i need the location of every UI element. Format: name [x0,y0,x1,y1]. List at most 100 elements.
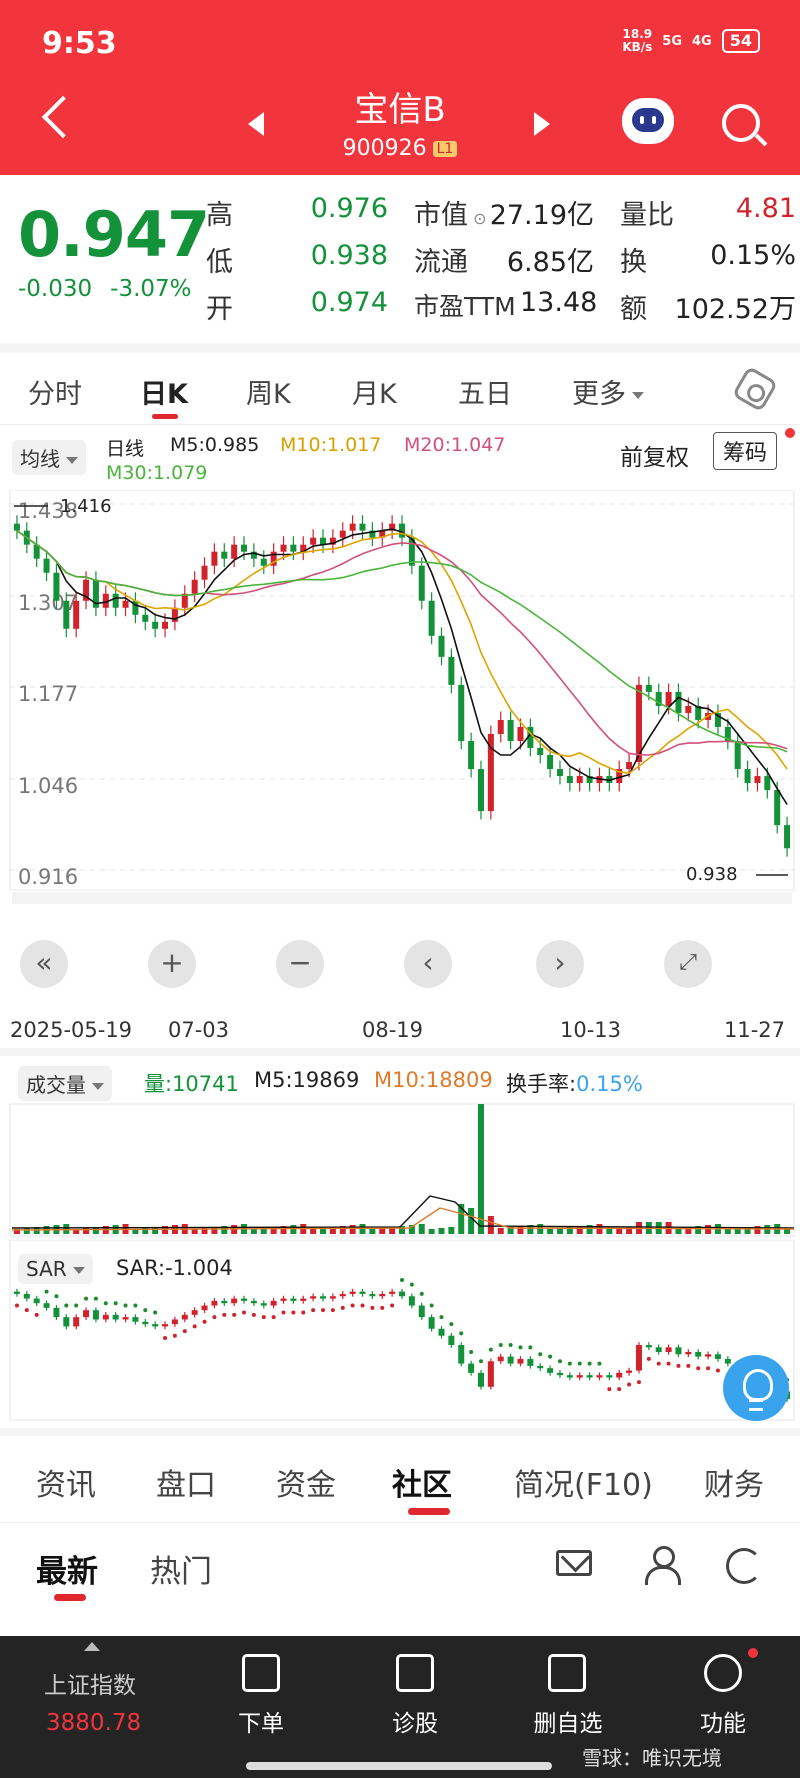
next-stock-icon[interactable] [534,112,550,136]
menu-icon[interactable] [704,1654,742,1692]
volume-bar [360,1224,366,1234]
nav-order[interactable]: 下单 [230,1704,292,1738]
sar-candle-body [675,1347,681,1354]
open-label: 开 [206,287,233,326]
volume-bar [369,1229,375,1234]
volume-bar [725,1229,731,1234]
volume-bar [310,1229,316,1234]
scroll-left-icon[interactable]: ‹ [404,940,452,988]
sar-dot [331,1308,335,1312]
sar-dot [252,1313,256,1317]
nav-diagnose[interactable]: 诊股 [380,1704,450,1738]
nav-remove-watchlist[interactable]: 删自选 [528,1704,608,1738]
sar-dot [706,1366,710,1370]
sar-dot [568,1362,572,1366]
index-label[interactable]: 上证指数 [44,1666,136,1700]
candle-body [764,776,770,790]
subtab-latest[interactable]: 最新 [36,1546,98,1591]
expand-up-icon[interactable] [84,1642,100,1651]
adjust-toggle[interactable]: 前复权 [620,438,689,472]
amount-value: 102.52万 [666,287,796,326]
chart-settings-icon[interactable] [732,366,778,412]
candle-body [53,573,59,601]
sar-candle-body [261,1303,267,1305]
lightbulb-icon[interactable] [723,1355,789,1421]
x-tick: 07-03 [168,1018,229,1042]
candle-body [14,524,20,531]
sar-dot [301,1311,305,1315]
battery-icon: 54 [722,29,760,53]
sar-dot [25,1308,29,1312]
tab-more[interactable]: 更多 [572,372,644,411]
sar-candle-body [281,1299,287,1301]
pe-value: 13.48 [520,287,594,318]
refresh-icon[interactable] [726,1548,762,1584]
tab-weekly-k[interactable]: 周K [246,372,291,411]
mail-icon[interactable] [556,1550,592,1576]
sar-dot [400,1278,404,1282]
sar-candle-body [656,1347,662,1352]
sar-chart[interactable] [0,1240,800,1426]
sar-candle-body [34,1299,40,1304]
volume-selector[interactable]: 成交量 [18,1066,112,1101]
sar-dot [133,1304,137,1308]
candle-body [666,692,672,706]
high-label: 高 [206,193,233,232]
subtab-hot[interactable]: 热门 [150,1546,212,1591]
candle-body [281,545,287,552]
scroll-right-icon[interactable]: › [536,940,584,988]
robot-assistant-icon[interactable] [622,98,674,144]
divider [0,424,800,425]
sar-candle-body [300,1299,306,1301]
sar-candle-body [567,1375,573,1377]
sar-candle-body [488,1361,494,1387]
diagnose-icon[interactable] [396,1654,434,1692]
tab-five-day[interactable]: 五日 [458,372,512,411]
sar-candle-body [685,1352,691,1354]
ma-selector[interactable]: 均线 [12,440,86,475]
home-indicator[interactable] [246,1762,552,1770]
turnover-label: 换 [620,240,647,279]
zoom-in-icon[interactable]: + [148,940,196,988]
sar-dot [637,1380,641,1384]
fullscreen-icon[interactable]: ⤢ [664,940,712,988]
tab-financials[interactable]: 财务 [704,1460,764,1504]
tab-intraday[interactable]: 分时 [28,372,82,411]
y-tick-label: 1.046 [18,774,78,798]
sar-candle-body [725,1359,731,1364]
candle-body [211,552,217,566]
volume-bar [24,1228,30,1234]
order-icon[interactable] [242,1654,280,1692]
chips-button[interactable]: 筹码 [713,432,777,470]
tab-news[interactable]: 资讯 [36,1460,96,1504]
volume-bar [251,1229,257,1234]
sar-candle-body [83,1310,89,1317]
volume-m10: M10:18809 [374,1068,493,1092]
user-icon[interactable] [644,1546,678,1584]
candle-body [745,769,751,783]
candle-body [557,769,563,776]
zoom-reset-icon[interactable]: « [20,940,68,988]
volume-bar [379,1228,385,1234]
remove-watchlist-icon[interactable] [548,1654,586,1692]
tab-orderbook[interactable]: 盘口 [156,1460,216,1504]
sar-dot [439,1315,443,1319]
tab-daily-k[interactable]: 日K [140,372,188,411]
notification-dot [785,428,795,438]
sar-dot [607,1387,611,1391]
tab-monthly-k[interactable]: 月K [352,372,397,411]
tab-community[interactable]: 社区 [392,1460,452,1504]
sar-dot [538,1352,542,1356]
sar-candle-body [448,1336,454,1345]
tab-funds[interactable]: 资金 [276,1460,336,1504]
zoom-out-icon[interactable]: − [276,940,324,988]
candle-body [350,524,356,531]
status-time: 9:53 [42,26,117,61]
search-icon[interactable] [722,104,760,142]
volume-m5: M5:19869 [254,1068,359,1092]
nav-functions[interactable]: 功能 [692,1704,754,1738]
volume-chart[interactable] [0,1100,800,1240]
tab-profile-f10[interactable]: 简况(F10) [514,1460,653,1504]
